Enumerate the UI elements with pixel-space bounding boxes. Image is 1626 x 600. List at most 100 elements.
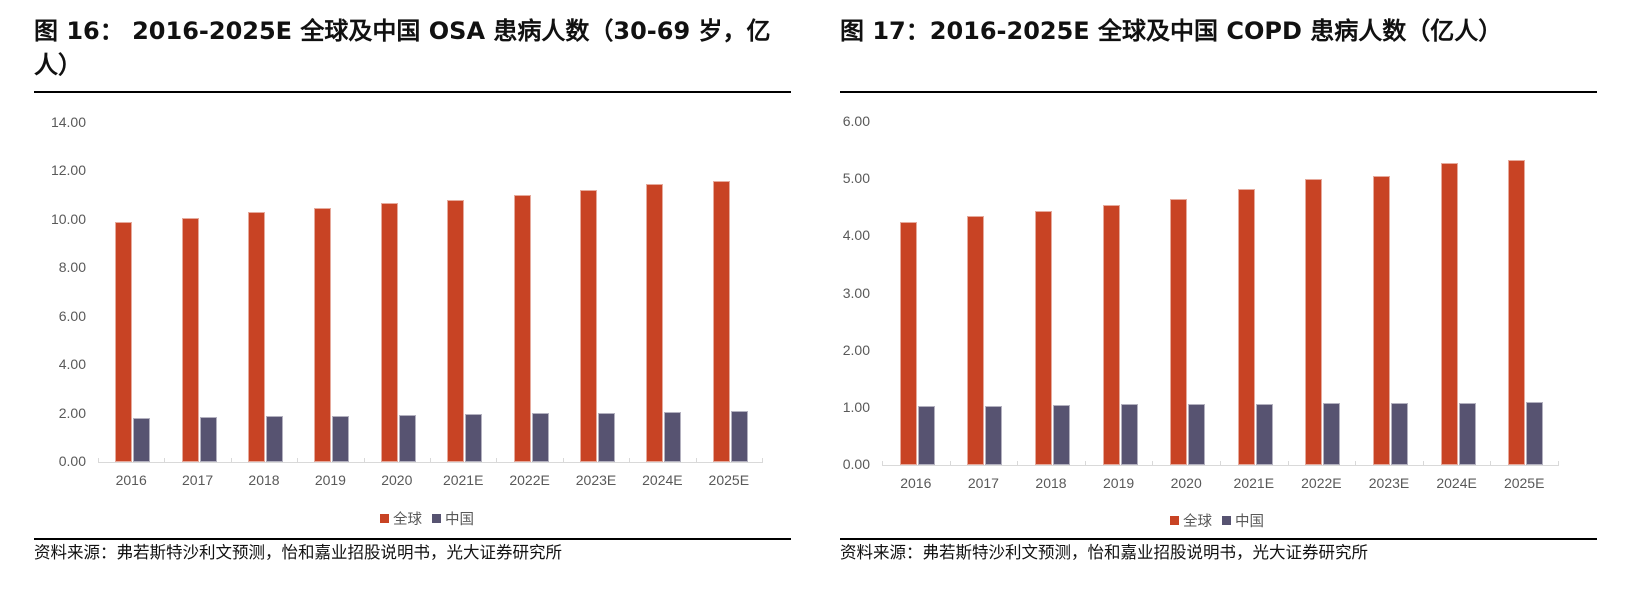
source-note: 资料来源：弗若斯特沙利文预测，怡和嘉业招股说明书，光大证券研究所 xyxy=(34,543,562,562)
bar-global xyxy=(1102,204,1120,465)
x-tick-label: 2018 xyxy=(248,472,280,488)
bar-china xyxy=(985,405,1003,465)
y-tick-label: 12.00 xyxy=(50,162,86,179)
bar-china xyxy=(531,413,549,462)
bar-china xyxy=(199,417,217,462)
bar-global xyxy=(967,216,985,465)
y-tick-label: 3.00 xyxy=(842,284,870,301)
bar-global xyxy=(447,199,465,462)
bar-global xyxy=(181,217,199,462)
y-tick-label: 4.00 xyxy=(58,356,86,373)
bar-china xyxy=(133,418,151,462)
bar-china xyxy=(398,414,416,462)
bar-china xyxy=(1255,403,1273,465)
x-tick-mark xyxy=(1017,461,1019,466)
x-tick-mark xyxy=(1422,461,1424,466)
x-tick-mark xyxy=(562,458,564,463)
y-tick-label: 6.00 xyxy=(842,113,870,129)
y-tick-label: 1.00 xyxy=(842,398,870,415)
osa-bar-chart: 0.00 2.00 4.00 6.00 8.00 10.00 12.00 14.00 2016 2… xyxy=(34,100,791,540)
bar-global xyxy=(248,211,265,462)
bar-china xyxy=(1526,402,1544,465)
bar-global xyxy=(646,184,664,462)
x-tick-label: 2019 xyxy=(1103,475,1135,491)
x-tick-label: 2024E xyxy=(1436,475,1477,491)
title-divider xyxy=(34,91,791,93)
bar-global xyxy=(513,194,531,462)
bar-china xyxy=(332,415,350,462)
bar-global xyxy=(314,208,332,462)
y-tick-label: 4.00 xyxy=(842,227,870,244)
x-tick-label: 2025E xyxy=(708,472,750,488)
bar-china xyxy=(1188,404,1206,465)
x-tick-label: 2016 xyxy=(900,475,932,491)
legend-label: 中国 xyxy=(445,512,474,528)
x-tick-mark xyxy=(949,461,951,466)
bar-global xyxy=(1305,179,1323,465)
legend-swatch-china xyxy=(1222,516,1231,525)
bar-global xyxy=(899,222,917,465)
bar-global xyxy=(380,203,398,462)
y-tick-label: 0.00 xyxy=(842,456,870,472)
x-tick-mark xyxy=(629,458,631,463)
x-tick-label: 2022E xyxy=(1301,475,1342,491)
x-tick-label: 2018 xyxy=(1035,475,1067,491)
bar-global xyxy=(712,181,730,462)
x-tick-mark xyxy=(1220,461,1221,466)
x-tick-label: 2017 xyxy=(182,472,214,488)
figure-title: 图 16： 2016-2025E 全球及中国 OSA 患病人数（30-69 岁，… xyxy=(34,17,771,79)
x-tick-mark xyxy=(1558,461,1559,466)
y-tick-label: 6.00 xyxy=(58,307,86,324)
figure-16-panel: 图 16： 2016-2025E 全球及中国 OSA 患病人数（30-69 岁，… xyxy=(34,0,791,600)
bar-china xyxy=(730,411,748,462)
x-tick-label: 2023E xyxy=(575,472,617,488)
legend-label: 全球 xyxy=(393,512,422,528)
legend-swatch-china xyxy=(432,514,441,523)
title-divider xyxy=(840,91,1597,93)
x-tick-mark xyxy=(762,458,763,463)
x-tick-mark xyxy=(1490,461,1492,466)
bar-global xyxy=(1440,163,1458,465)
bar-china xyxy=(1323,403,1341,465)
bar-global xyxy=(1373,176,1390,465)
bar-china xyxy=(266,416,283,462)
x-tick-label: 2019 xyxy=(314,472,346,488)
chart-legend: 全球 中国 xyxy=(380,508,480,529)
figure-title: 图 17：2016-2025E 全球及中国 COPD 患病人数（亿人） xyxy=(840,17,1503,45)
bar-global xyxy=(1035,210,1052,465)
source-divider xyxy=(34,538,791,540)
x-tick-label: 2022E xyxy=(509,472,550,488)
bar-global xyxy=(1170,198,1188,465)
x-tick-label: 2020 xyxy=(1170,475,1202,491)
bar-global xyxy=(115,221,133,462)
bar-china xyxy=(1458,402,1476,465)
bar-china xyxy=(465,414,483,462)
y-tick-label: 10.00 xyxy=(50,210,86,227)
bar-china xyxy=(664,412,682,462)
legend-label: 中国 xyxy=(1235,514,1264,530)
x-tick-mark xyxy=(496,458,498,463)
y-tick-label: 8.00 xyxy=(58,259,86,276)
bar-china xyxy=(917,406,935,465)
x-tick-label: 2021E xyxy=(1233,475,1275,491)
bar-global xyxy=(1508,160,1526,465)
x-tick-label: 2021E xyxy=(442,472,484,488)
x-tick-mark xyxy=(363,458,365,463)
chart-legend: 全球 中国 xyxy=(1170,510,1270,531)
y-tick-label: 2.00 xyxy=(58,404,86,421)
x-tick-mark xyxy=(297,458,299,463)
bar-global xyxy=(1237,188,1255,465)
copd-bar-chart: 0.00 1.00 2.00 3.00 4.00 5.00 6.00 2016 2017 2018… xyxy=(840,100,1597,540)
x-tick-mark xyxy=(164,458,166,463)
x-tick-mark xyxy=(1152,461,1154,466)
x-tick-label: 2016 xyxy=(115,472,147,488)
x-tick-label: 2024E xyxy=(642,472,683,488)
bar-global xyxy=(580,190,597,462)
bar-china xyxy=(1053,404,1070,465)
bar-china xyxy=(598,412,615,462)
x-tick-label: 2025E xyxy=(1503,475,1545,491)
legend-swatch-global xyxy=(1170,516,1179,525)
source-note: 资料来源：弗若斯特沙利文预测，怡和嘉业招股说明书，光大证券研究所 xyxy=(840,543,1368,562)
y-tick-label: 2.00 xyxy=(842,341,870,358)
figure-17-panel: 图 17：2016-2025E 全球及中国 COPD 患病人数（亿人） 0.00… xyxy=(840,0,1597,600)
